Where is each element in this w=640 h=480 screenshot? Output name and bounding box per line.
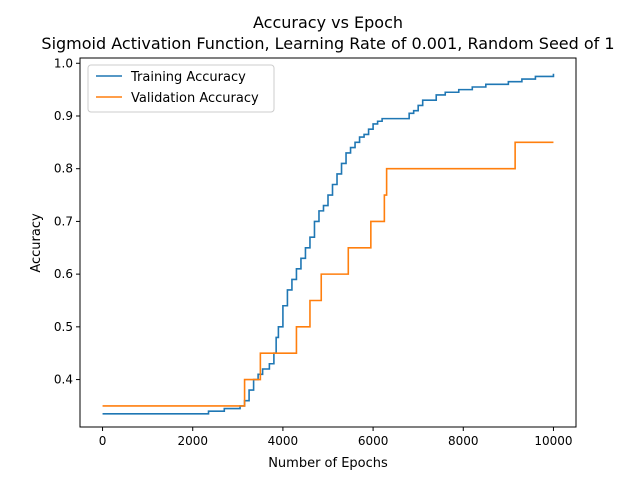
x-tick-label: 8000 xyxy=(448,434,479,448)
x-tick-label: 6000 xyxy=(358,434,389,448)
plot-area xyxy=(79,57,577,428)
series-layer xyxy=(102,73,555,415)
x-tick-label: 2000 xyxy=(177,434,208,448)
chart-subtitle: Sigmoid Activation Function, Learning Ra… xyxy=(41,34,614,53)
y-tick-label: 0.8 xyxy=(54,162,73,176)
legend: Training Accuracy Validation Accuracy xyxy=(87,64,275,113)
chart-title: Accuracy vs Epoch xyxy=(253,13,403,32)
y-axis-ticks: 0.4 0.5 0.6 0.7 0.8 0.9 1.0 xyxy=(54,56,80,387)
legend-label-validation-accuracy: Validation Accuracy xyxy=(131,91,259,106)
y-tick-label: 0.7 xyxy=(54,214,73,228)
x-axis-label: Number of Epochs xyxy=(268,456,388,471)
y-tick-label: 0.5 xyxy=(54,320,73,334)
y-tick-label: 0.4 xyxy=(54,373,73,387)
y-axis-label: Accuracy xyxy=(29,213,44,273)
x-axis-ticks: 0 2000 4000 6000 8000 10000 xyxy=(99,427,573,448)
y-tick-label: 0.6 xyxy=(54,267,73,281)
legend-label-training-accuracy: Training Accuracy xyxy=(130,70,246,85)
x-tick-label: 10000 xyxy=(534,434,572,448)
axes-frame xyxy=(79,57,577,428)
training-accuracy-line xyxy=(102,73,555,415)
validation-accuracy-line xyxy=(102,141,554,407)
legend-box xyxy=(87,64,275,113)
x-tick-label: 4000 xyxy=(268,434,299,448)
y-tick-label: 1.0 xyxy=(54,56,73,70)
y-tick-label: 0.9 xyxy=(54,109,73,123)
x-tick-label: 0 xyxy=(99,434,107,448)
